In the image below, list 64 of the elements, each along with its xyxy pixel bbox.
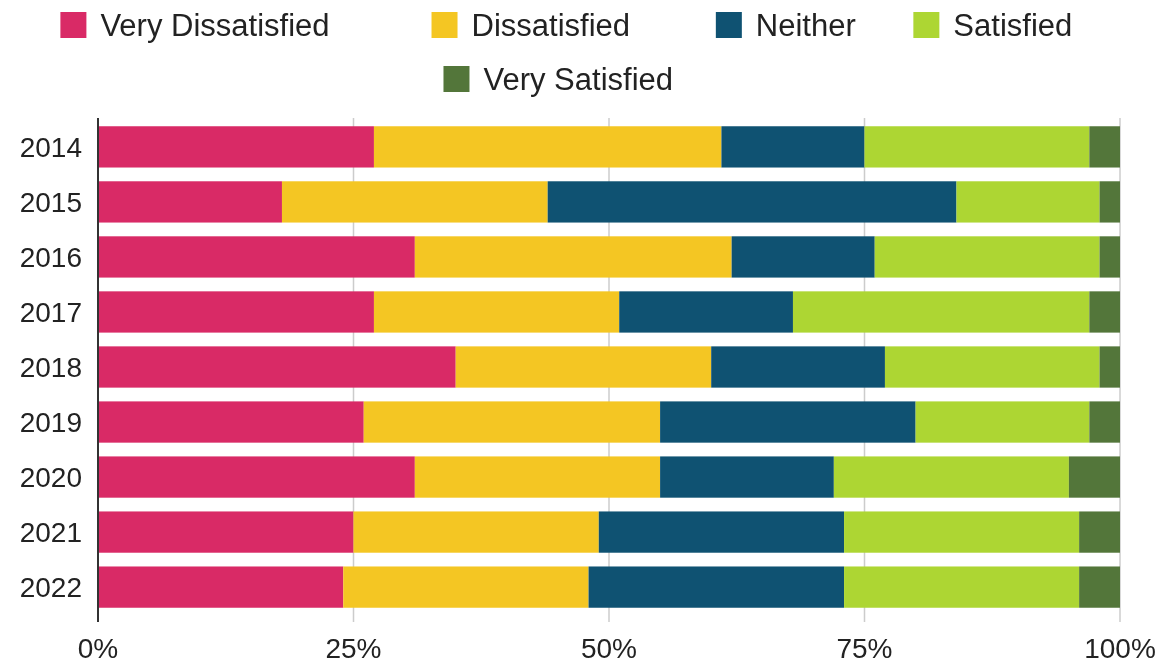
bar — [588, 566, 845, 608]
bar — [1079, 566, 1120, 608]
y-tick-label: 2016 — [19, 241, 82, 273]
bar — [98, 126, 374, 168]
bar — [874, 236, 1100, 278]
y-tick-label: 2021 — [19, 516, 82, 548]
bar — [1068, 456, 1120, 498]
x-tick-label: 0% — [77, 633, 119, 664]
bar — [619, 291, 793, 333]
y-tick-label: 2019 — [19, 406, 82, 438]
x-tick-label: 75% — [836, 633, 893, 664]
x-tick-label: 25% — [325, 633, 382, 664]
bar — [414, 236, 732, 278]
legend-label: Very Dissatisfied — [100, 7, 330, 43]
y-tick-label: 2017 — [19, 296, 82, 328]
bar — [1099, 236, 1120, 278]
bar — [598, 511, 845, 553]
bar — [731, 236, 875, 278]
bar — [833, 456, 1069, 498]
bar — [98, 291, 374, 333]
bar — [844, 511, 1080, 553]
bar — [98, 181, 282, 223]
bar — [373, 291, 620, 333]
bar — [915, 401, 1090, 443]
bar — [455, 346, 712, 388]
bar — [98, 401, 364, 443]
bar — [660, 456, 834, 498]
legend-label: Dissatisfied — [471, 7, 631, 43]
bar — [547, 181, 957, 223]
bar — [864, 126, 1090, 168]
bar — [956, 181, 1100, 223]
bar — [721, 126, 865, 168]
bar — [1079, 511, 1120, 553]
y-tick-label: 2022 — [19, 571, 82, 603]
x-tick-label: 50% — [580, 633, 638, 664]
bar — [281, 181, 548, 223]
legend-label: Satisfied — [953, 7, 1073, 43]
y-tick-label: 2018 — [19, 351, 82, 383]
bar — [884, 346, 1100, 388]
bar — [1089, 291, 1120, 333]
bar — [1099, 346, 1120, 388]
bar — [98, 566, 344, 608]
bar — [98, 511, 354, 553]
bar — [98, 456, 415, 498]
bar — [1089, 126, 1120, 168]
bar — [343, 566, 589, 608]
bar — [660, 401, 916, 443]
y-tick-label: 2015 — [19, 186, 82, 218]
bar — [373, 126, 722, 168]
bar — [844, 566, 1080, 608]
bar — [363, 401, 661, 443]
bar — [792, 291, 1090, 333]
bar — [98, 236, 415, 278]
x-tick-label: 100% — [1084, 633, 1156, 664]
bar — [414, 456, 661, 498]
bar — [1099, 181, 1120, 223]
bar — [353, 511, 599, 553]
bar — [711, 346, 885, 388]
bar — [1089, 401, 1120, 443]
y-tick-label: 2014 — [19, 131, 82, 163]
legend-label: Very Satisfied — [483, 61, 674, 97]
y-tick-label: 2020 — [19, 461, 82, 493]
bar — [98, 346, 456, 388]
legend-label: Neither — [755, 7, 856, 43]
